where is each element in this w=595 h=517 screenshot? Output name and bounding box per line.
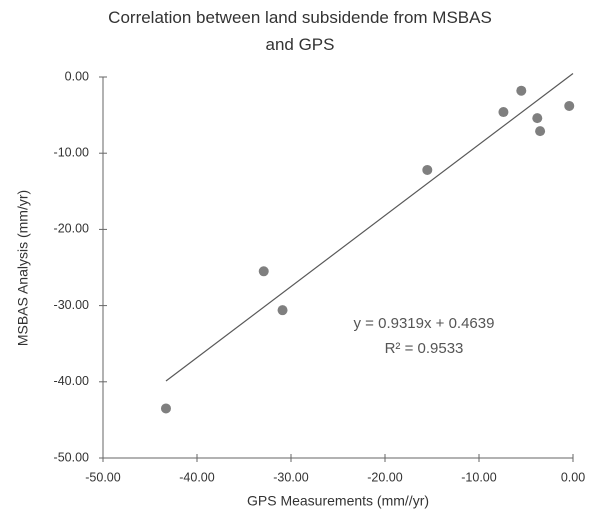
point xyxy=(422,164,433,175)
chart-title: Correlation between land subsidende from… xyxy=(108,8,492,54)
y-tick-label: -40.00 xyxy=(54,374,89,388)
point xyxy=(535,126,546,137)
x-tick-label: -20.00 xyxy=(367,470,402,484)
x-tick-label: -10.00 xyxy=(461,470,496,484)
trendline xyxy=(165,73,574,382)
x-axis-label: GPS Measurements (mm//yr) xyxy=(247,493,429,509)
y-tick-label: -20.00 xyxy=(54,222,89,236)
x-tick-label: -50.00 xyxy=(85,470,120,484)
point xyxy=(516,85,527,96)
x-tick-label: -40.00 xyxy=(179,470,214,484)
y-tick-label: -50.00 xyxy=(54,450,89,464)
trendline-annotation: R² = 0.9533 xyxy=(385,340,464,357)
y-axis-label: MSBAS Analysis (mm/yr) xyxy=(15,190,31,346)
y-tick-label: -30.00 xyxy=(54,298,89,312)
y-tick-label: -10.00 xyxy=(54,145,89,159)
point xyxy=(277,305,288,316)
point xyxy=(258,266,269,277)
point xyxy=(532,113,543,124)
trendline-annotation: y = 0.9319x + 0.4639 xyxy=(354,315,495,332)
x-tick-label: -30.00 xyxy=(273,470,308,484)
y-tick-label: 0.00 xyxy=(65,69,89,83)
point xyxy=(564,100,575,111)
point xyxy=(160,403,171,414)
x-tick-label: 0.00 xyxy=(561,470,585,484)
point xyxy=(498,107,509,118)
